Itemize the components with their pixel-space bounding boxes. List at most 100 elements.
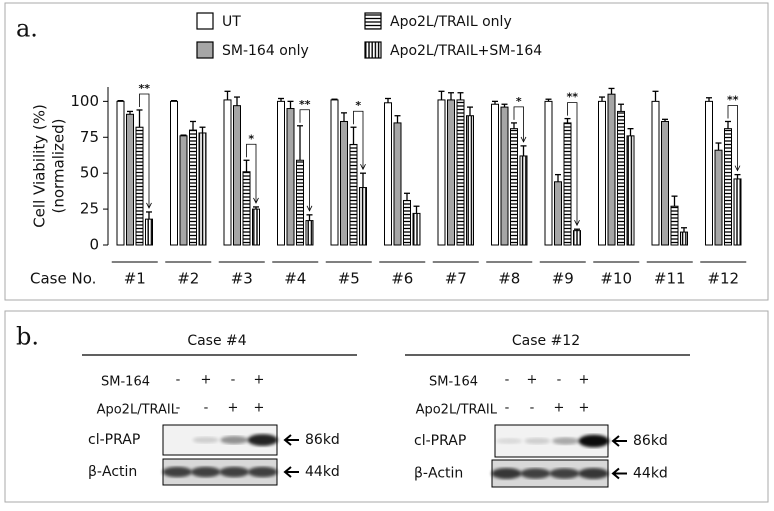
bar xyxy=(554,181,562,246)
error-bar xyxy=(287,100,294,109)
bar xyxy=(491,103,499,246)
y-tick-label: 100 xyxy=(70,92,99,110)
bar xyxy=(242,171,251,246)
bar xyxy=(135,126,144,246)
bar xyxy=(286,108,295,246)
error-bar xyxy=(243,159,250,172)
y-tick-label: 50 xyxy=(80,164,99,182)
bar xyxy=(340,120,348,246)
error-bar xyxy=(127,110,133,115)
error-bar xyxy=(146,211,152,220)
bar xyxy=(733,178,742,246)
bar xyxy=(179,135,188,246)
error-bar xyxy=(511,122,517,129)
error-bar xyxy=(350,126,357,145)
error-bar xyxy=(297,125,303,161)
treatment-sign: - xyxy=(557,373,562,388)
treatment-sign: + xyxy=(254,373,265,388)
x-tick-label: #6 xyxy=(391,270,413,288)
treatment-sign: + xyxy=(554,401,565,416)
blot-band xyxy=(162,466,193,478)
error-bar xyxy=(404,192,410,201)
band-arrow xyxy=(611,435,627,447)
bar xyxy=(393,122,402,246)
bar xyxy=(724,128,732,246)
error-bar xyxy=(278,97,284,102)
y-axis-title: Cell Viability (%) (normalized) xyxy=(31,104,68,228)
error-bar xyxy=(618,103,624,112)
bar xyxy=(198,132,207,246)
bar xyxy=(651,100,660,246)
legend-swatch xyxy=(196,12,214,30)
bar xyxy=(519,155,528,246)
y-tick-label: 25 xyxy=(80,200,99,218)
x-tick-label: #12 xyxy=(707,270,739,288)
error-bar xyxy=(662,118,668,122)
error-bar xyxy=(555,173,561,182)
treatment-sign: - xyxy=(204,401,209,416)
treatment-sign: + xyxy=(579,373,590,388)
error-bar xyxy=(457,92,464,100)
panel-label: a. xyxy=(16,15,38,43)
treatment-label: SM-164 xyxy=(429,375,478,390)
blot-band xyxy=(520,468,551,479)
bar xyxy=(544,100,553,246)
treatment-sign: + xyxy=(228,401,239,416)
band-label: β-Actin xyxy=(88,464,137,480)
blot-title: Case #4 xyxy=(187,333,246,349)
blot-band xyxy=(491,468,522,479)
band-size: 86kd xyxy=(633,433,668,449)
x-tick-label: #10 xyxy=(600,270,632,288)
error-bar xyxy=(652,90,659,102)
error-bar xyxy=(385,97,391,103)
significance-label: ** xyxy=(566,91,578,104)
error-bar xyxy=(492,100,498,105)
band-size: 44kd xyxy=(305,464,340,480)
bar xyxy=(412,212,421,246)
treatment-sign: + xyxy=(254,401,265,416)
treatment-sign: + xyxy=(527,373,538,388)
bar xyxy=(384,102,392,246)
significance-label: ** xyxy=(299,98,311,111)
blot-band xyxy=(247,466,278,478)
y-tick-label: 0 xyxy=(89,236,99,254)
bar xyxy=(661,120,669,246)
legend-swatch xyxy=(196,41,214,59)
error-bar xyxy=(253,206,259,210)
blot-band xyxy=(219,466,250,478)
x-tick-label: #2 xyxy=(177,270,199,288)
significance-label: ** xyxy=(138,82,150,95)
treatment-label: SM-164 xyxy=(101,375,150,390)
error-bar xyxy=(501,103,508,108)
band-arrow xyxy=(283,466,299,478)
error-bar xyxy=(734,173,741,179)
bar xyxy=(116,100,125,246)
significance-arrow xyxy=(574,220,580,227)
bar xyxy=(573,230,581,246)
bar xyxy=(607,93,616,246)
bar xyxy=(680,231,688,246)
treatment-sign: - xyxy=(505,401,510,416)
error-bar xyxy=(224,90,231,100)
band-label: cl-PRAP xyxy=(88,432,140,448)
significance-bracket xyxy=(727,105,738,171)
x-tick-label: #8 xyxy=(498,270,520,288)
blot-band xyxy=(190,466,221,478)
significance-bracket xyxy=(567,102,578,226)
error-bar xyxy=(681,227,687,233)
blot-band xyxy=(496,438,522,444)
band-arrow xyxy=(611,467,627,480)
bar xyxy=(252,208,260,246)
error-bar xyxy=(234,96,240,106)
bar xyxy=(170,100,178,246)
blot-title: Case #12 xyxy=(512,333,580,349)
band-size: 44kd xyxy=(633,466,668,482)
bar xyxy=(296,159,304,246)
legend-label: Apo2L/TRAIL+SM-164 xyxy=(390,43,542,59)
significance-bracket xyxy=(299,109,310,211)
significance-arrow xyxy=(146,202,152,209)
bar xyxy=(626,135,635,246)
significance-arrow xyxy=(360,164,366,171)
significance-label: ** xyxy=(727,93,739,106)
band-label: cl-PRAP xyxy=(414,433,466,449)
